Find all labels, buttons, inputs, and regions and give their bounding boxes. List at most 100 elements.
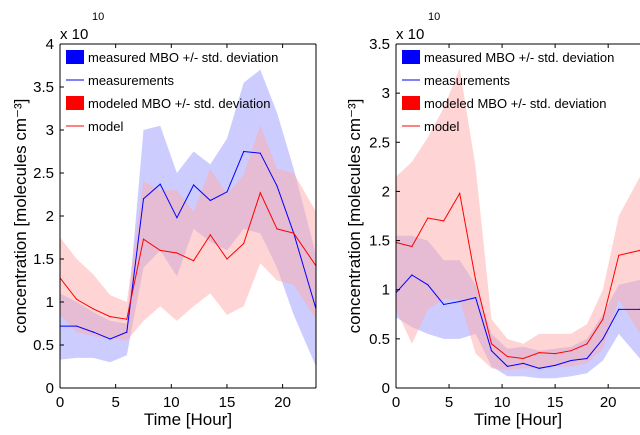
data-point-model xyxy=(427,217,429,219)
series-line-measurements xyxy=(396,274,640,369)
series-line-measurements xyxy=(60,150,316,340)
data-point-measurements xyxy=(475,297,477,299)
data-point-model xyxy=(109,316,111,318)
x-tick-label: 5 xyxy=(111,394,119,411)
y-tick-label: 1.5 xyxy=(369,233,390,250)
data-point-model xyxy=(586,343,588,345)
y-tick-label: 1 xyxy=(382,282,390,299)
y-tick-label: 0.5 xyxy=(369,331,390,348)
x-tick-label: 5 xyxy=(445,394,453,411)
series-line-model xyxy=(60,191,316,320)
data-point-model xyxy=(226,258,228,260)
data-point-measurements xyxy=(586,357,588,360)
y-tick-label: 0 xyxy=(46,380,54,397)
data-point-measurements xyxy=(193,184,195,186)
data-point-model xyxy=(490,343,493,345)
data-point-model xyxy=(618,254,620,256)
y-tick-label: 3.5 xyxy=(33,79,54,96)
axis-multiplier-label: x 10 xyxy=(60,26,88,43)
y-tick-label: 2 xyxy=(46,208,54,225)
x-tick-label: 15 xyxy=(219,394,236,411)
data-point-measurements xyxy=(92,331,94,333)
series-line-model xyxy=(396,191,640,360)
legend-swatch-band xyxy=(402,96,420,110)
y-tick-label: 3 xyxy=(382,85,390,102)
data-point-measurements xyxy=(76,325,78,327)
y-tick-label: 0.5 xyxy=(33,337,54,354)
plot-area xyxy=(396,68,640,379)
x-tick-label: 10 xyxy=(494,394,511,411)
data-point-model xyxy=(475,279,477,281)
data-point-measurements xyxy=(490,350,493,352)
data-point-measurements xyxy=(554,364,556,366)
axis-multiplier-exponent: 10 xyxy=(92,11,104,23)
legend-entry: model xyxy=(424,119,460,134)
y-tick-label: 1.5 xyxy=(33,251,54,268)
x-axis-label: Time [Hour] xyxy=(474,410,562,429)
data-point-measurements xyxy=(142,198,145,200)
y-tick-label: 3.5 xyxy=(369,36,390,53)
data-point-model xyxy=(76,298,78,300)
data-point-model xyxy=(538,352,540,354)
plot-area xyxy=(60,69,316,367)
std-band-model xyxy=(396,68,640,371)
x-tick-label: 10 xyxy=(163,394,180,411)
data-point-measurements xyxy=(159,183,161,185)
data-point-measurements xyxy=(459,300,461,303)
y-tick-label: 3 xyxy=(46,122,54,139)
legend-swatch-band xyxy=(66,50,84,64)
data-point-measurements xyxy=(126,331,128,333)
data-point-model xyxy=(193,260,195,262)
legend-entry: modeled MBO +/- std. deviation xyxy=(424,96,606,111)
legend-entry: measured MBO +/- std. deviation xyxy=(88,50,278,65)
legend-entry: measurements xyxy=(424,73,510,88)
legend-entry: measured MBO +/- std. deviation xyxy=(424,50,614,65)
data-point-measurements xyxy=(109,338,111,340)
data-point-model xyxy=(602,318,604,320)
data-point-model xyxy=(506,355,508,358)
y-tick-label: 4 xyxy=(46,36,54,53)
data-point-measurements xyxy=(276,185,278,187)
y-tick-label: 2.5 xyxy=(33,165,54,182)
data-point-model xyxy=(259,192,261,194)
data-point-model xyxy=(443,220,445,222)
legend-swatch-band xyxy=(402,50,420,64)
data-point-model xyxy=(411,245,413,248)
data-point-model xyxy=(159,249,161,251)
data-point-measurements xyxy=(209,199,211,202)
legend-entry: model xyxy=(88,119,124,134)
std-band-model xyxy=(60,125,316,341)
data-point-measurements xyxy=(443,303,445,306)
data-point-measurements xyxy=(226,191,228,193)
x-tick-label: 0 xyxy=(56,394,64,411)
data-point-model xyxy=(554,353,556,355)
y-tick-label: 2 xyxy=(382,183,390,200)
data-point-measurements xyxy=(602,338,604,340)
data-point-measurements xyxy=(243,150,245,153)
legend-entry: modeled MBO +/- std. deviation xyxy=(88,96,270,111)
data-point-model xyxy=(209,234,211,236)
x-tick-label: 20 xyxy=(274,394,291,411)
data-point-model xyxy=(243,242,245,245)
legend-entry: measurements xyxy=(88,73,174,88)
data-point-model xyxy=(522,357,524,360)
x-tick-label: 20 xyxy=(600,394,617,411)
data-point-measurements xyxy=(176,217,178,219)
y-tick-label: 2.5 xyxy=(369,134,390,151)
y-tick-label: 0 xyxy=(382,380,390,397)
y-axis-label: concentration [molecules cm⁻³] xyxy=(345,99,364,334)
data-point-measurements xyxy=(538,367,540,369)
data-point-measurements xyxy=(506,365,508,367)
data-point-model xyxy=(459,192,461,194)
axis-multiplier-label: x 10 xyxy=(396,26,424,43)
data-point-model xyxy=(176,252,178,254)
data-point-model xyxy=(142,238,145,240)
data-point-measurements xyxy=(618,308,620,310)
data-point-model xyxy=(126,318,128,320)
data-point-measurements xyxy=(570,359,572,362)
data-point-model xyxy=(293,232,295,234)
data-point-measurements xyxy=(259,152,261,154)
data-point-model xyxy=(276,228,278,230)
